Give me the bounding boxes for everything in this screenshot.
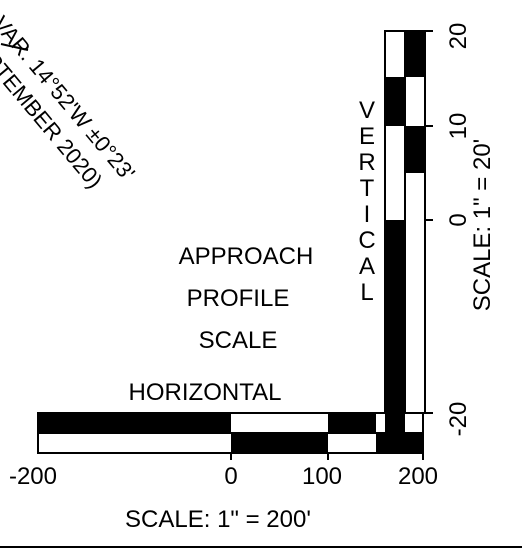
declination-underline: [0, 43, 29, 51]
vertical-tick-label: 10: [445, 113, 472, 140]
vertical-bar-segment: [385, 220, 405, 413]
horizontal-tick-labels: -200 0 100 200 SCALE: 1" = 200': [9, 463, 438, 533]
title-line1: APPROACH: [179, 243, 314, 270]
vertical-letter: T: [360, 175, 375, 202]
horizontal-bar-segment: [328, 413, 376, 433]
title-line2: PROFILE: [187, 285, 290, 312]
horizontal-scale-text: SCALE: 1" = 200': [125, 506, 311, 533]
bar-corner-join: [385, 413, 405, 433]
title-line3: SCALE: [199, 327, 278, 354]
horizontal-tick-label: 200: [398, 463, 438, 490]
vertical-tick-labels: 20 10 0 -20 SCALE: 1" = 20': [445, 23, 496, 437]
vertical-label: V E R T I C A L: [358, 97, 375, 306]
declination-note: VAR. 14°52'W ±0°23' (SEPTEMBER 2020): [0, 11, 140, 193]
vertical-letter: V: [359, 97, 375, 124]
vertical-tick-label: -20: [445, 402, 472, 437]
horizontal-tick-label: -200: [9, 463, 57, 490]
vertical-tick-label: 0: [445, 213, 472, 226]
title-block: APPROACH PROFILE SCALE: [179, 243, 314, 354]
vertical-letter: E: [359, 123, 375, 150]
vertical-scale-text: SCALE: 1" = 20': [469, 139, 496, 312]
vertical-letter: R: [358, 149, 375, 176]
horizontal-bar-segment: [231, 433, 328, 453]
vertical-bar-segment: [405, 126, 425, 173]
horizontal-tick-label: 0: [224, 463, 237, 490]
vertical-letter: A: [359, 253, 375, 280]
vertical-bar-segment: [385, 77, 405, 126]
vertical-bar-segment: [405, 31, 425, 77]
horizontal-tick-label: 100: [302, 463, 342, 490]
vertical-bar-outline-right: [404, 30, 426, 414]
horizontal-label: HORIZONTAL: [129, 379, 282, 406]
horizontal-scale-bar: [37, 412, 424, 460]
vertical-scale-bar: [384, 30, 433, 414]
vertical-tick-label: 20: [445, 23, 472, 50]
horizontal-bar-segment: [38, 413, 231, 433]
vertical-letter: L: [360, 279, 373, 306]
vertical-letter: C: [358, 227, 375, 254]
horizontal-bar-segment: [376, 433, 423, 453]
vertical-letter: I: [364, 201, 371, 228]
